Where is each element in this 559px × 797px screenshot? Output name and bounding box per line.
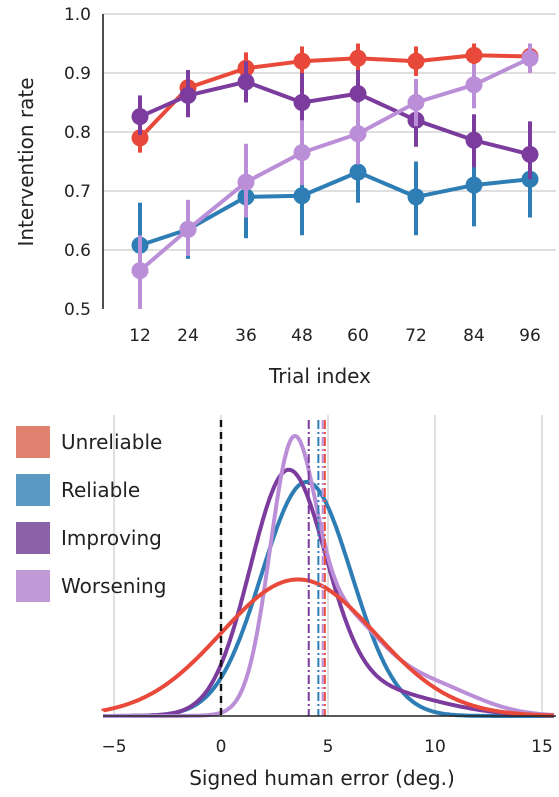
legend-swatch xyxy=(16,522,50,554)
bottom-x-tick-label: 0 xyxy=(216,737,227,757)
top-y-tick-label: 0.9 xyxy=(64,64,91,84)
top-series-group xyxy=(131,43,539,309)
data-point xyxy=(521,145,539,163)
intervention-rate-panel: 0.5 0.6 0.7 0.8 0.9 1.0 12 24 36 48 60 72 84 96 Tria… xyxy=(14,5,556,388)
top-x-tick-label: 72 xyxy=(405,326,427,346)
top-x-tick-label: 60 xyxy=(347,326,369,346)
data-point xyxy=(465,46,483,64)
top-y-tick-labels: 0.5 0.6 0.7 0.8 0.9 1.0 xyxy=(64,5,91,320)
bottom-x-tick-label: 5 xyxy=(323,737,334,757)
bottom-x-tick-label: 15 xyxy=(531,737,553,757)
top-y-tick-label: 0.7 xyxy=(64,182,91,202)
top-x-tick-label: 48 xyxy=(291,326,313,346)
bottom-x-axis-label: Signed human error (deg.) xyxy=(189,766,455,790)
data-point xyxy=(179,220,197,238)
data-point xyxy=(465,131,483,149)
bottom-x-tick-label: 10 xyxy=(424,737,446,757)
density-curve-unreliable xyxy=(101,577,555,718)
top-x-tick-label: 84 xyxy=(463,326,485,346)
series-line xyxy=(139,79,531,157)
top-y-tick-label: 0.8 xyxy=(64,123,91,143)
series-line xyxy=(138,53,531,140)
top-x-tick-label: 24 xyxy=(177,326,199,346)
legend-swatch xyxy=(16,474,50,506)
data-point xyxy=(179,86,197,104)
top-x-tick-labels: 12 24 36 48 60 72 84 96 xyxy=(129,326,541,346)
legend-swatch xyxy=(16,570,50,602)
legend-swatch xyxy=(16,426,50,458)
data-point xyxy=(465,76,483,94)
data-point xyxy=(131,108,149,126)
data-point xyxy=(407,188,425,206)
top-gridlines xyxy=(103,13,556,251)
data-point xyxy=(131,129,149,147)
data-point xyxy=(293,187,311,205)
bottom-x-tick-labels: −5 0 5 10 15 xyxy=(101,737,552,757)
top-x-axis-label: Trial index xyxy=(268,364,371,388)
data-point xyxy=(349,163,367,181)
data-point xyxy=(349,125,367,143)
top-series-3 xyxy=(131,43,539,309)
data-point xyxy=(407,94,425,111)
data-point xyxy=(349,85,367,103)
top-y-tick-label: 1.0 xyxy=(64,5,91,25)
data-point xyxy=(407,52,425,70)
top-series-1 xyxy=(131,137,539,286)
bottom-mean-lines xyxy=(307,420,326,716)
top-x-tick-label: 12 xyxy=(129,326,151,346)
top-x-tick-label: 36 xyxy=(235,326,257,346)
error-distribution-panel: −5 0 5 10 15 Signed human error (deg.) Unrel… xyxy=(16,415,556,790)
legend: Unreliable Reliable Improving Worsening xyxy=(16,426,166,602)
data-point xyxy=(521,49,539,67)
data-point xyxy=(293,144,311,162)
legend-label: Worsening xyxy=(61,574,166,598)
legend-label: Reliable xyxy=(61,478,140,502)
data-point xyxy=(293,52,311,70)
data-point xyxy=(465,176,483,194)
data-point xyxy=(237,73,255,91)
legend-label: Improving xyxy=(61,526,162,550)
legend-label: Unreliable xyxy=(61,430,162,454)
top-y-axis-label: Intervention rate xyxy=(14,77,38,246)
data-point xyxy=(131,262,149,280)
series-line xyxy=(138,56,531,273)
data-point xyxy=(237,173,255,191)
bottom-x-tick-label: −5 xyxy=(101,737,126,757)
data-point xyxy=(349,49,367,67)
top-y-tick-label: 0.5 xyxy=(64,300,91,320)
legend-item-improving: Improving xyxy=(16,522,162,554)
data-point xyxy=(293,94,311,111)
top-y-tick-label: 0.6 xyxy=(64,241,91,261)
legend-item-reliable: Reliable xyxy=(16,474,140,506)
legend-item-unreliable: Unreliable xyxy=(16,426,162,458)
top-x-tick-label: 96 xyxy=(519,326,541,346)
legend-item-worsening: Worsening xyxy=(16,570,166,602)
